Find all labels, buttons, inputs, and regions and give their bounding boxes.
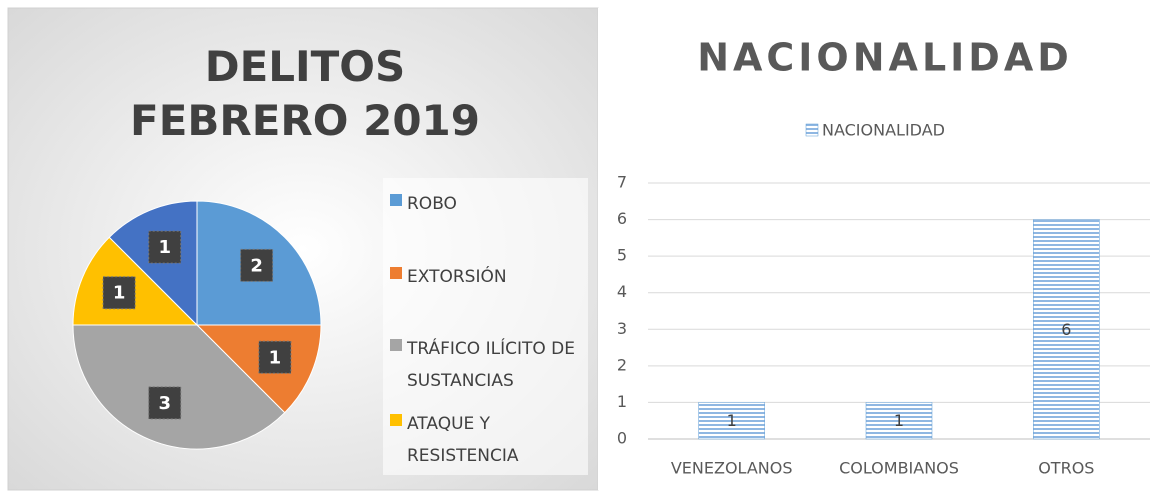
x-tick-label: VENEZOLANOS: [671, 459, 793, 478]
bar: [698, 402, 765, 440]
y-tick-label: 1: [617, 392, 627, 411]
bar-title: NACIONALIDAD: [697, 36, 1073, 80]
y-tick-label: 3: [617, 319, 627, 338]
data-label-box: [148, 230, 182, 264]
y-tick-label: 5: [617, 246, 627, 265]
legend-swatch: [390, 414, 402, 426]
legend-label: NACIONALIDAD: [822, 121, 945, 140]
y-tick-label: 0: [617, 429, 627, 448]
legend-label: EXTORSIÓN: [407, 267, 507, 287]
data-label: 6: [1061, 320, 1071, 339]
legend-label: ROBO: [407, 194, 457, 214]
pie-title: DELITOS FEBRERO 2019: [130, 42, 480, 145]
data-label: 1: [269, 347, 282, 368]
legend-swatch: [805, 123, 819, 137]
y-tick-label: 6: [617, 209, 627, 228]
y-tick-label: 7: [617, 173, 627, 192]
bar: [865, 402, 933, 440]
data-label-box: [148, 386, 182, 420]
y-tick-label: 4: [617, 282, 627, 301]
data-label: 3: [158, 393, 171, 414]
y-tick-label: 2: [617, 355, 627, 374]
pie-legend-box: [383, 178, 588, 475]
x-tick-label: COLOMBIANOS: [839, 459, 959, 478]
legend-swatch: [390, 267, 402, 279]
x-tick-label: OTROS: [1038, 459, 1094, 478]
data-label-box: [258, 340, 292, 374]
legend-label: TRÁFICO ILÍCITO DE SUSTANCIAS: [407, 339, 575, 391]
data-label: 1: [158, 237, 171, 258]
data-label-box: [102, 276, 136, 310]
data-label: 2: [250, 255, 263, 276]
legend-swatch: [390, 194, 402, 206]
legend-label: ATAQUE Y RESISTENCIA: [407, 414, 519, 466]
data-label-box: [240, 248, 274, 282]
data-label: 1: [894, 411, 904, 430]
data-label: 1: [113, 283, 126, 304]
bar: [1033, 219, 1100, 440]
data-label: 1: [727, 411, 737, 430]
legend-swatch: [390, 339, 402, 351]
